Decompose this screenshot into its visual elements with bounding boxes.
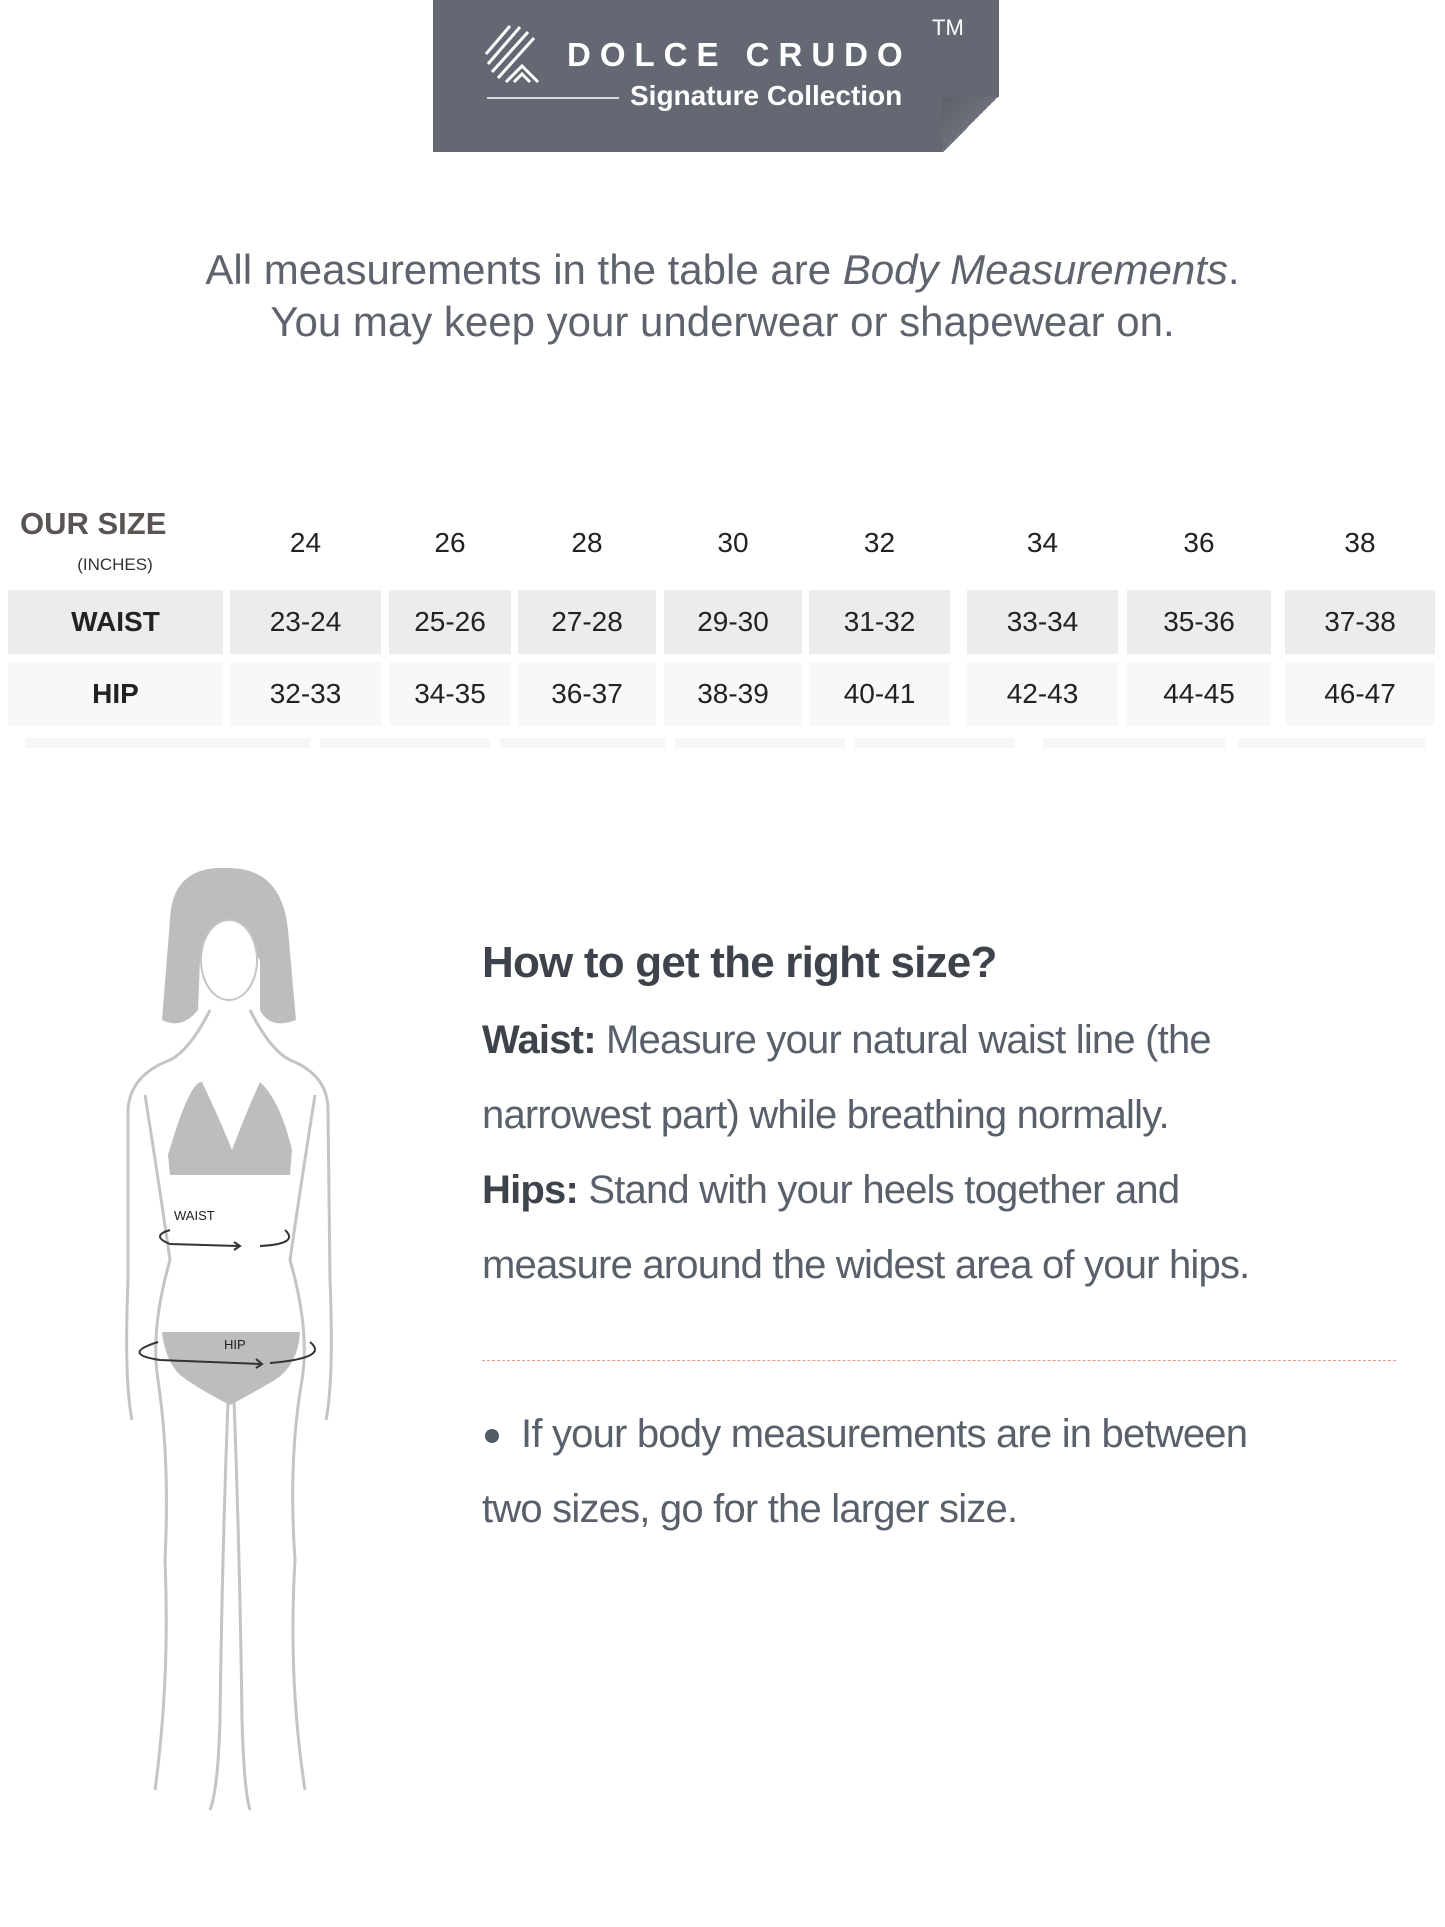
size-column-header: 32 (863, 526, 896, 558)
table-cell: 44-45 (1127, 662, 1271, 726)
size-column-header: 30 (717, 526, 749, 558)
table-cell: 36-37 (518, 662, 656, 726)
table-cell: 31-32 (809, 590, 950, 654)
note-text: If your body measurements are in between (521, 1412, 1248, 1456)
size-header-label: OUR SIZE (20, 506, 167, 541)
faded-row (1043, 738, 1225, 748)
guide-hips-line-2: measure around the widest area of your h… (482, 1243, 1250, 1287)
banner-fold (942, 97, 999, 152)
table-cell: 29-30 (664, 590, 802, 654)
faded-row (855, 738, 1015, 748)
table-cell: 37-38 (1285, 590, 1435, 654)
brand-subtitle: Signature Collection (630, 80, 903, 111)
waist-text: Measure your natural waist line (the (595, 1018, 1212, 1062)
note-line-2: two sizes, go for the larger size. (482, 1487, 1018, 1531)
size-column-header: 38 (1344, 526, 1376, 558)
guide-waist-line-2: narrowest part) while breathing normally… (482, 1093, 1170, 1137)
table-cell: 34-35 (389, 662, 511, 726)
hips-text: Stand with your heels together and (578, 1168, 1180, 1212)
size-column-header: 26 (434, 526, 466, 558)
row-label-waist: WAIST (8, 590, 223, 654)
brand-name: DOLCE CRUDO (567, 36, 912, 73)
size-header-unit: (INCHES) (77, 555, 153, 574)
dashed-divider (482, 1360, 1396, 1361)
table-cell: 32-33 (230, 662, 381, 726)
faded-row (1238, 738, 1425, 748)
size-column-header: 28 (571, 526, 603, 558)
table-cell: 40-41 (809, 662, 950, 726)
hip-figure-label: HIP (224, 1337, 246, 1352)
table-cell: 27-28 (518, 590, 656, 654)
size-column-header: 24 (289, 526, 322, 558)
brand-logo-icon (484, 25, 540, 84)
faded-row (500, 738, 665, 748)
table-cell: 42-43 (967, 662, 1118, 726)
hips-label: Hips: (482, 1168, 579, 1212)
body-figure-illustration: WAIST HIP (125, 867, 333, 1811)
table-cell: 35-36 (1127, 590, 1271, 654)
divider (487, 97, 619, 99)
intro-emphasis: Body Measurements (842, 246, 1228, 293)
intro-line-1: All measurements in the table are Body M… (0, 246, 1445, 294)
intro-line-2: You may keep your underwear or shapewear… (270, 298, 1175, 345)
intro-text: All measurements in the table are (205, 246, 843, 293)
table-cell: 46-47 (1285, 662, 1435, 726)
faded-row (675, 738, 845, 748)
table-cell: 23-24 (230, 590, 381, 654)
table-cell: 33-34 (967, 590, 1118, 654)
guide-title: How to get the right size? (482, 938, 997, 987)
table-cell: 38-39 (664, 662, 802, 726)
guide-hips-line-1: Hips: Stand with your heels together and (482, 1166, 1180, 1214)
waist-label: Waist: (482, 1018, 597, 1062)
trademark: TM (932, 15, 964, 40)
table-cell: 25-26 (389, 590, 511, 654)
bullet-icon (485, 1429, 499, 1444)
size-column-header: 36 (1183, 526, 1215, 558)
waist-figure-label: WAIST (174, 1208, 215, 1223)
guide-waist-line-1: Waist: Measure your natural waist line (… (482, 1016, 1212, 1064)
note-line-1: If your body measurements are in between (482, 1410, 1248, 1458)
row-label-hip: HIP (8, 662, 223, 726)
faded-row (320, 738, 490, 748)
brand-banner (433, 0, 999, 152)
intro-suffix: . (1227, 246, 1240, 293)
faded-row (25, 738, 310, 748)
size-column-header: 34 (1026, 526, 1059, 558)
